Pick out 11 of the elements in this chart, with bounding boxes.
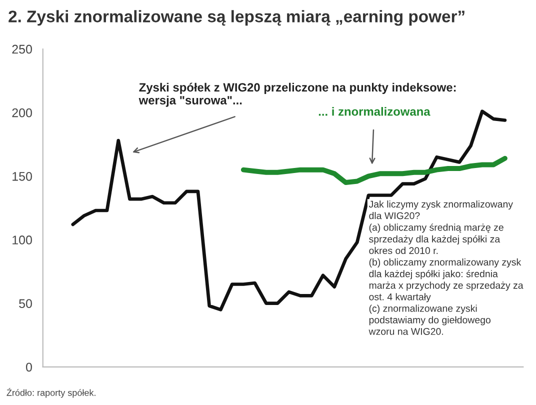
y-tick-label: 200 <box>12 108 32 118</box>
y-tick-label: 150 <box>12 172 32 181</box>
text: Jak liczymy zysk znormalizowany dla WIG20? (a) obliczamy średnią marżę ze sprzedaży dla każdej spółki za okres od 2010 r. (b) obliczamy znormalizowany zysk dla każdej spółki jako: średnia marża x przychody ze sprzedaży za ost. 4 kwartały (c) znormalizowane zyski podstawiamy do giełdowego wzoru na WIG20. <box>368 200 524 335</box>
y-tick-label: 250 <box>12 44 32 54</box>
y-tick-label: 100 <box>12 236 32 244</box>
text: Źródło: raporty spółek. <box>6 388 96 398</box>
annotation: Zyski spółek z WIG20 przeliczone na punkty indeksowe: wersja "surowa"... <box>138 82 456 107</box>
y-tick-label: 0 <box>26 362 32 372</box>
annotation: ... i znormalizowana <box>318 107 430 116</box>
chart-title: 2. Zyski znormalizowane są lepszą miarą „earning power” <box>8 10 464 26</box>
y-tick-label: 50 <box>19 299 32 308</box>
